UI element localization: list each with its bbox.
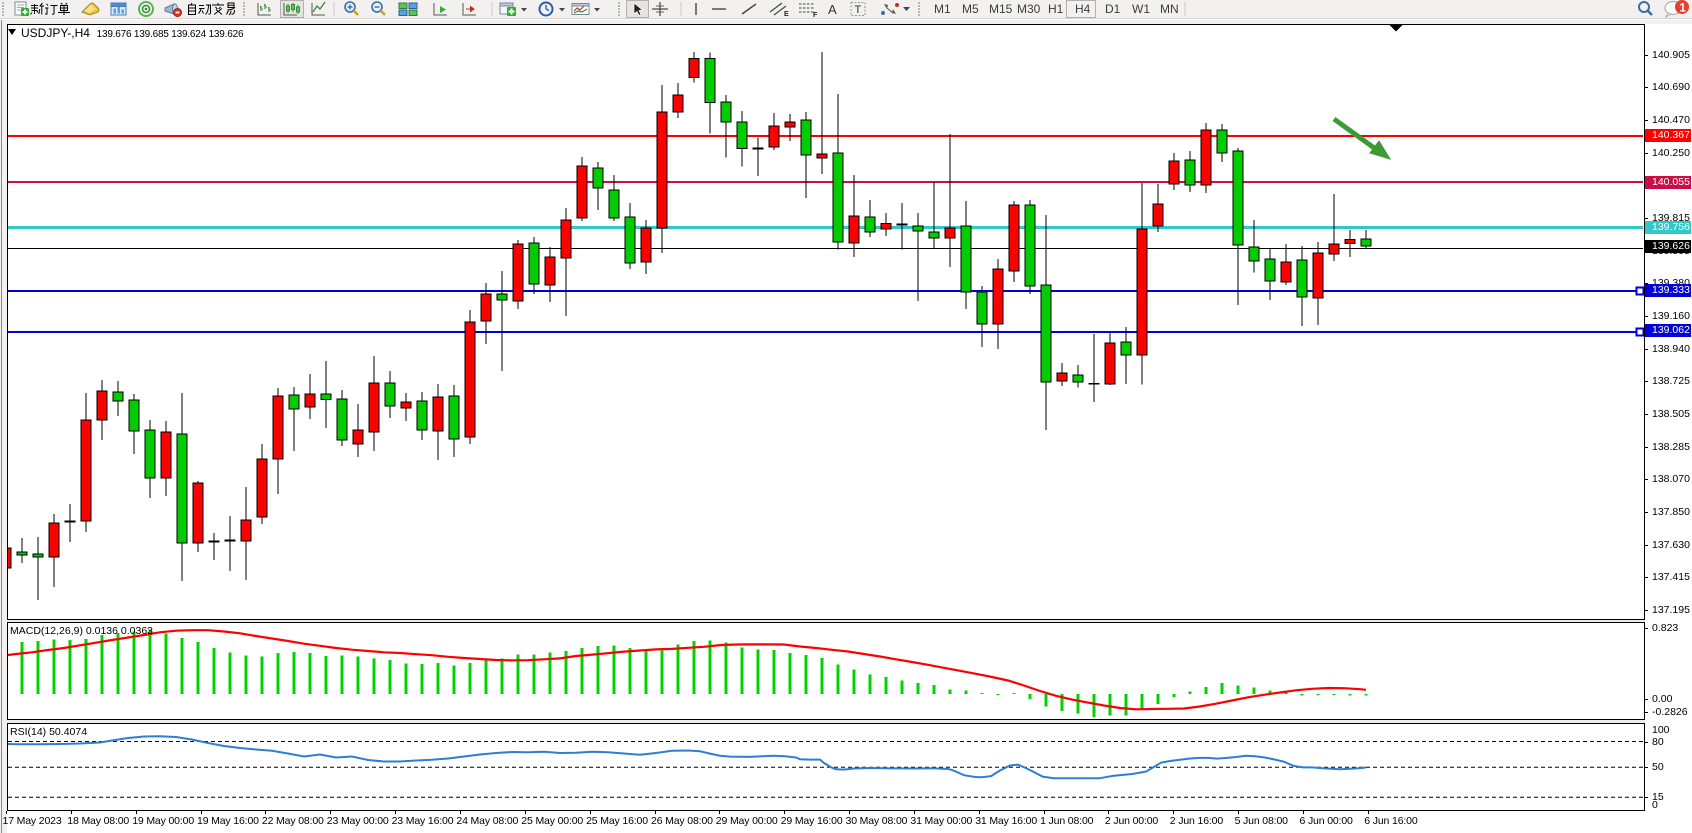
svg-text:M5: M5 bbox=[962, 2, 979, 16]
svg-text:M15: M15 bbox=[989, 2, 1013, 16]
svg-text:A: A bbox=[828, 2, 837, 17]
svg-text:H4: H4 bbox=[1075, 2, 1091, 16]
svg-text:F: F bbox=[813, 12, 818, 18]
svg-text:1: 1 bbox=[1680, 3, 1687, 15]
svg-text:E: E bbox=[784, 11, 789, 18]
svg-text:H1: H1 bbox=[1048, 2, 1064, 16]
svg-text:D1: D1 bbox=[1105, 2, 1121, 16]
svg-text:M1: M1 bbox=[934, 2, 951, 16]
svg-text:T: T bbox=[855, 4, 862, 16]
svg-text:MN: MN bbox=[1160, 2, 1179, 16]
svg-text:M30: M30 bbox=[1017, 2, 1041, 16]
svg-text:W1: W1 bbox=[1132, 2, 1150, 16]
